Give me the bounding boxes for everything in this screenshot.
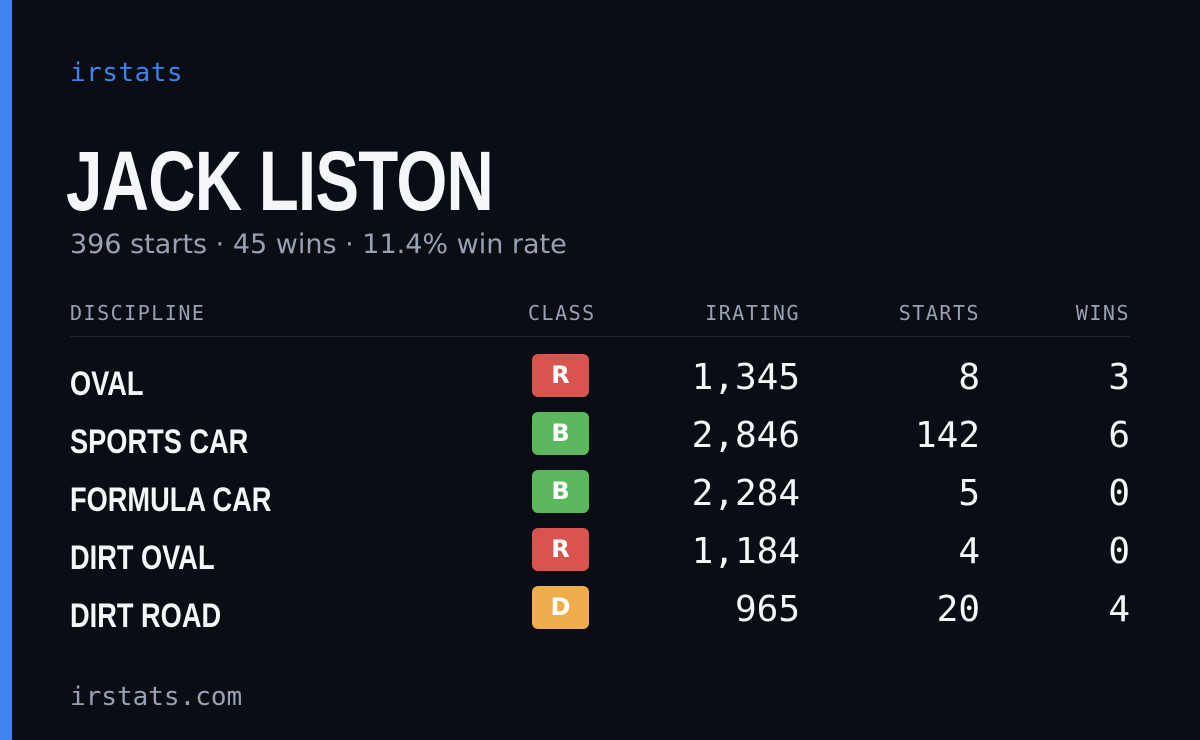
starts-value: 8 <box>958 357 980 398</box>
wins-value: 3 <box>1108 357 1130 398</box>
header-starts: STARTS <box>898 301 980 325</box>
wins-value: 6 <box>1108 415 1130 456</box>
wins-value: 4 <box>1108 589 1130 630</box>
class-badge: B <box>532 470 589 513</box>
header-class: CLASS <box>528 301 596 325</box>
header-wins: WINS <box>1075 301 1130 325</box>
discipline-name: DIRT ROAD <box>70 597 222 635</box>
class-badge: R <box>532 528 589 571</box>
wins-value: 0 <box>1108 531 1130 572</box>
table-row: SPORTS CAR B 2,846 142 6 <box>70 406 1130 464</box>
table-row: OVAL R 1,345 8 3 <box>70 348 1130 406</box>
driver-summary: 396 starts · 45 wins · 11.4% win rate <box>70 229 567 260</box>
table-body: OVAL R 1,345 8 3 SPORTS CAR B 2,846 142 … <box>70 348 1130 638</box>
irating-value: 1,184 <box>691 531 800 572</box>
table-row: DIRT ROAD D 965 20 4 <box>70 580 1130 638</box>
discipline-name: OVAL <box>70 365 144 403</box>
discipline-name: DIRT OVAL <box>70 539 215 577</box>
irating-value: 2,846 <box>691 415 800 456</box>
irating-value: 2,284 <box>691 473 800 514</box>
discipline-name: SPORTS CAR <box>70 423 249 461</box>
class-badge: B <box>532 412 589 455</box>
table-row: FORMULA CAR B 2,284 5 0 <box>70 464 1130 522</box>
discipline-name: FORMULA CAR <box>70 481 272 519</box>
irating-value: 1,345 <box>691 357 800 398</box>
class-badge: D <box>532 586 589 629</box>
brand-logo: irstats <box>70 58 184 88</box>
starts-value: 5 <box>958 473 980 514</box>
starts-value: 20 <box>936 589 980 630</box>
accent-bar <box>0 0 12 740</box>
wins-value: 0 <box>1108 473 1130 514</box>
starts-value: 142 <box>914 415 980 456</box>
class-badge: R <box>532 354 589 397</box>
footer-url: irstats.com <box>70 682 243 712</box>
irating-value: 965 <box>734 589 800 630</box>
table-row: DIRT OVAL R 1,184 4 0 <box>70 522 1130 580</box>
driver-name: JACK LISTON <box>66 134 494 228</box>
starts-value: 4 <box>958 531 980 572</box>
header-discipline: DISCIPLINE <box>70 301 206 325</box>
table-header: DISCIPLINE CLASS IRATING STARTS WINS <box>70 300 1130 337</box>
header-irating: IRATING <box>705 301 800 325</box>
